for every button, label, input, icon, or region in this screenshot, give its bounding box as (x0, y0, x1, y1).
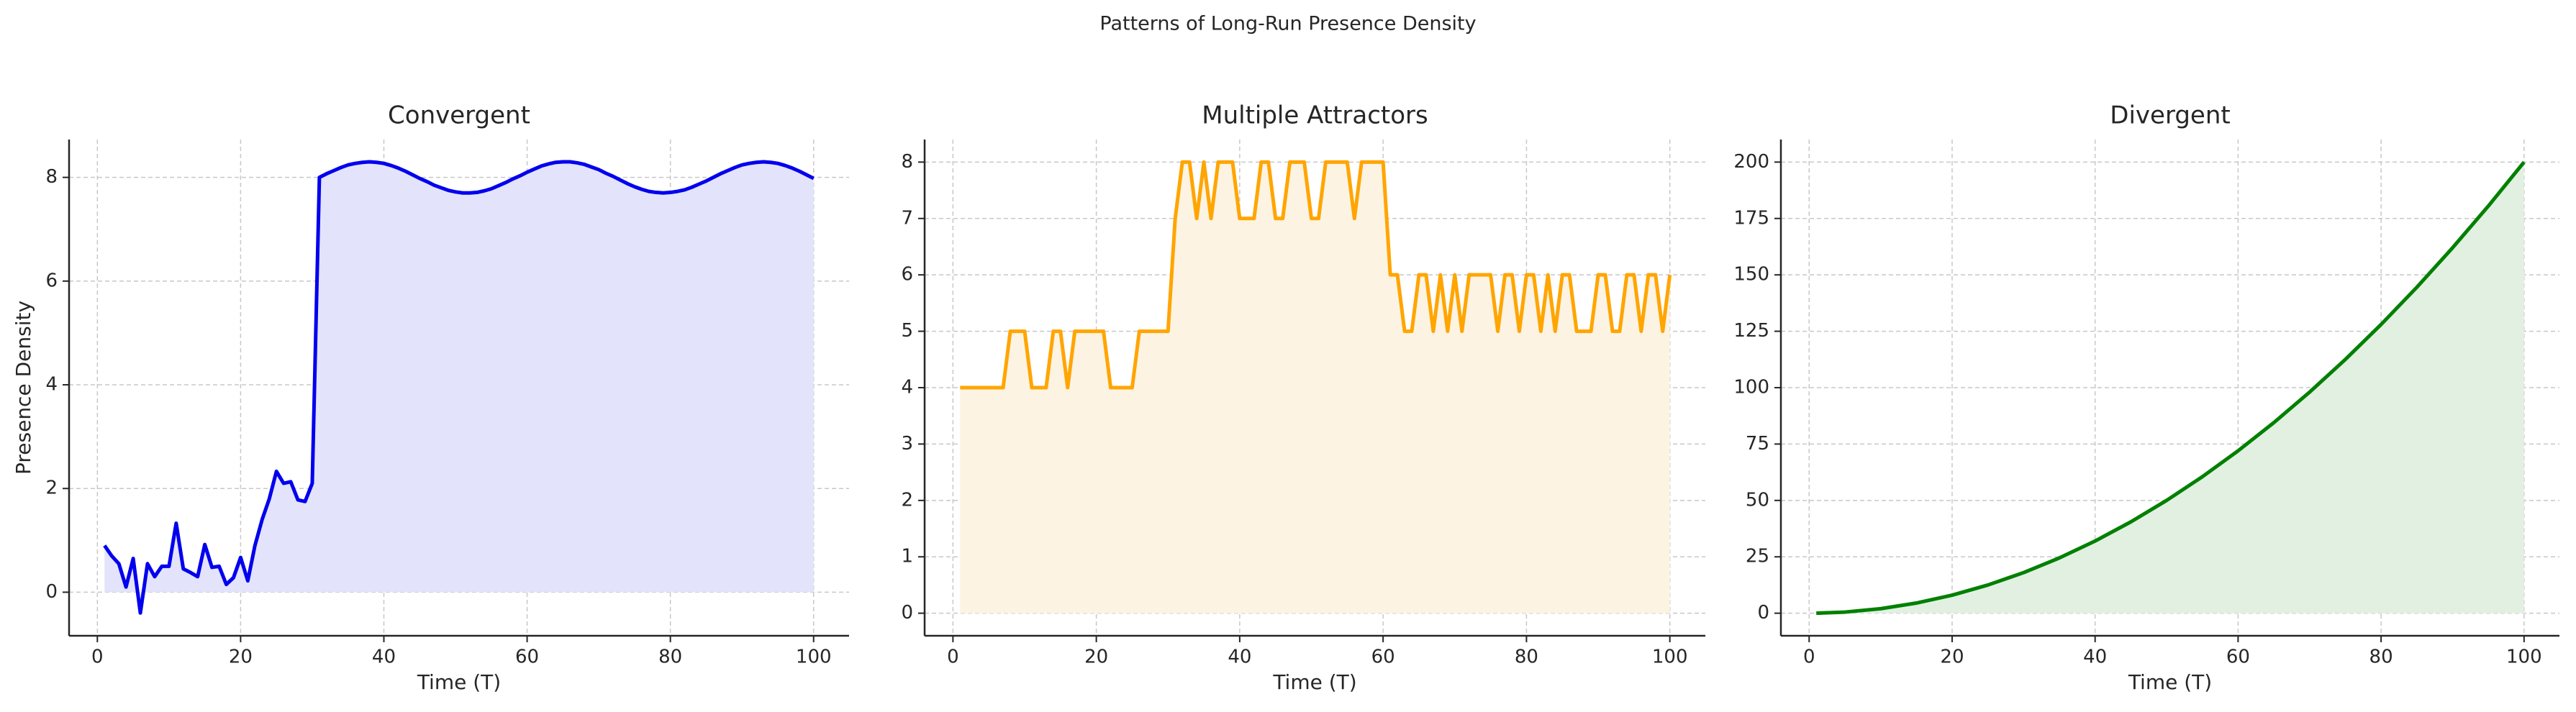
chart-title: Divergent (2110, 101, 2230, 130)
y-tick-label: 3 (901, 433, 913, 455)
y-tick-label: 6 (45, 270, 58, 291)
y-tick-label: 0 (45, 581, 58, 603)
y-tick-label: 4 (901, 377, 913, 398)
y-tick-label: 200 (1733, 151, 1769, 173)
line (103, 160, 815, 615)
chart-title: Multiple Attractors (1202, 101, 1428, 130)
y-tick-label: 25 (1746, 546, 1769, 567)
y-tick-label: 0 (1757, 602, 1769, 624)
y-tick-label: 1 (901, 546, 913, 567)
y-tick-label: 2 (45, 478, 58, 499)
x-axis-label: Time (T) (417, 670, 501, 694)
x-tick-label: 0 (1803, 647, 1815, 668)
y-tick-label: 4 (45, 374, 58, 396)
line (960, 160, 1672, 390)
y-tick-label: 175 (1733, 207, 1769, 229)
y-tick-label: 7 (901, 207, 913, 229)
y-tick-label: 50 (1746, 489, 1769, 511)
y-tick-label: 150 (1733, 264, 1769, 286)
x-tick-label: 40 (1228, 647, 1251, 668)
x-tick-label: 0 (947, 647, 959, 668)
area-fill (104, 162, 814, 613)
x-tick-label: 100 (2506, 647, 2542, 668)
x-tick-label: 100 (796, 647, 832, 668)
y-tick-label: 2 (901, 489, 913, 511)
y-tick-label: 100 (1733, 377, 1769, 398)
figure-title: Patterns of Long-Run Presence Density (1099, 13, 1476, 35)
y-tick-label: 5 (901, 320, 913, 342)
x-tick-label: 40 (2083, 647, 2107, 668)
y-axis-label: Presence Density (12, 301, 35, 475)
x-tick-label: 60 (1371, 647, 1395, 668)
y-tick-label: 125 (1733, 320, 1769, 342)
chart-title: Convergent (388, 101, 530, 130)
x-axis-label: Time (T) (1272, 670, 1356, 694)
x-tick-label: 100 (1652, 647, 1688, 668)
line (1816, 160, 2526, 616)
y-tick-label: 0 (901, 602, 913, 624)
x-tick-label: 40 (372, 647, 396, 668)
y-tick-label: 6 (901, 264, 913, 286)
x-tick-label: 60 (515, 647, 539, 668)
y-tick-label: 8 (45, 166, 58, 188)
area-fill (960, 162, 1670, 613)
x-tick-label: 80 (658, 647, 682, 668)
area-fill (1816, 162, 2524, 613)
x-tick-label: 20 (1940, 647, 1964, 668)
x-tick-label: 20 (229, 647, 253, 668)
x-tick-label: 60 (2226, 647, 2250, 668)
y-tick-label: 8 (901, 151, 913, 173)
x-tick-label: 80 (2369, 647, 2393, 668)
x-tick-label: 80 (1515, 647, 1538, 668)
x-tick-label: 20 (1084, 647, 1108, 668)
y-tick-label: 75 (1746, 433, 1769, 455)
x-tick-label: 0 (91, 647, 104, 668)
x-axis-label: Time (T) (2128, 670, 2212, 694)
